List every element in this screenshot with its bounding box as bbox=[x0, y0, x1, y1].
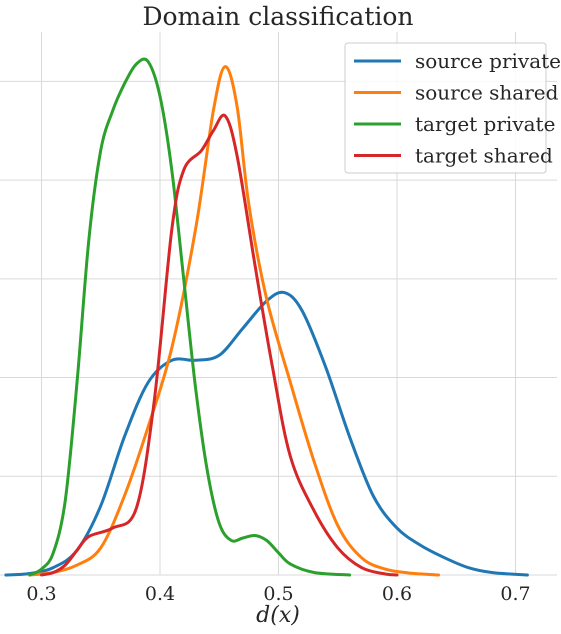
series-line-target-shared bbox=[40, 113, 399, 577]
legend: source private source shared target privat… bbox=[344, 42, 561, 174]
x-tick-label: 0.4 bbox=[145, 583, 175, 605]
x-axis-ticks: 0.3 0.4 0.5 0.6 0.7 bbox=[26, 583, 530, 605]
series-lines bbox=[4, 57, 529, 577]
x-tick-label: 0.3 bbox=[26, 583, 56, 605]
legend-label: target private bbox=[415, 112, 555, 136]
chart-title: Domain classification bbox=[142, 2, 413, 31]
series-line-target-private bbox=[28, 57, 352, 577]
legend-box bbox=[344, 42, 547, 174]
legend-label: source private bbox=[415, 49, 561, 73]
legend-label: source shared bbox=[415, 81, 559, 105]
x-tick-label: 0.6 bbox=[382, 583, 412, 605]
legend-label: target shared bbox=[415, 144, 553, 168]
x-tick-label: 0.5 bbox=[263, 583, 293, 605]
x-tick-label: 0.7 bbox=[500, 583, 530, 605]
x-axis-label: d(x) bbox=[256, 603, 300, 628]
